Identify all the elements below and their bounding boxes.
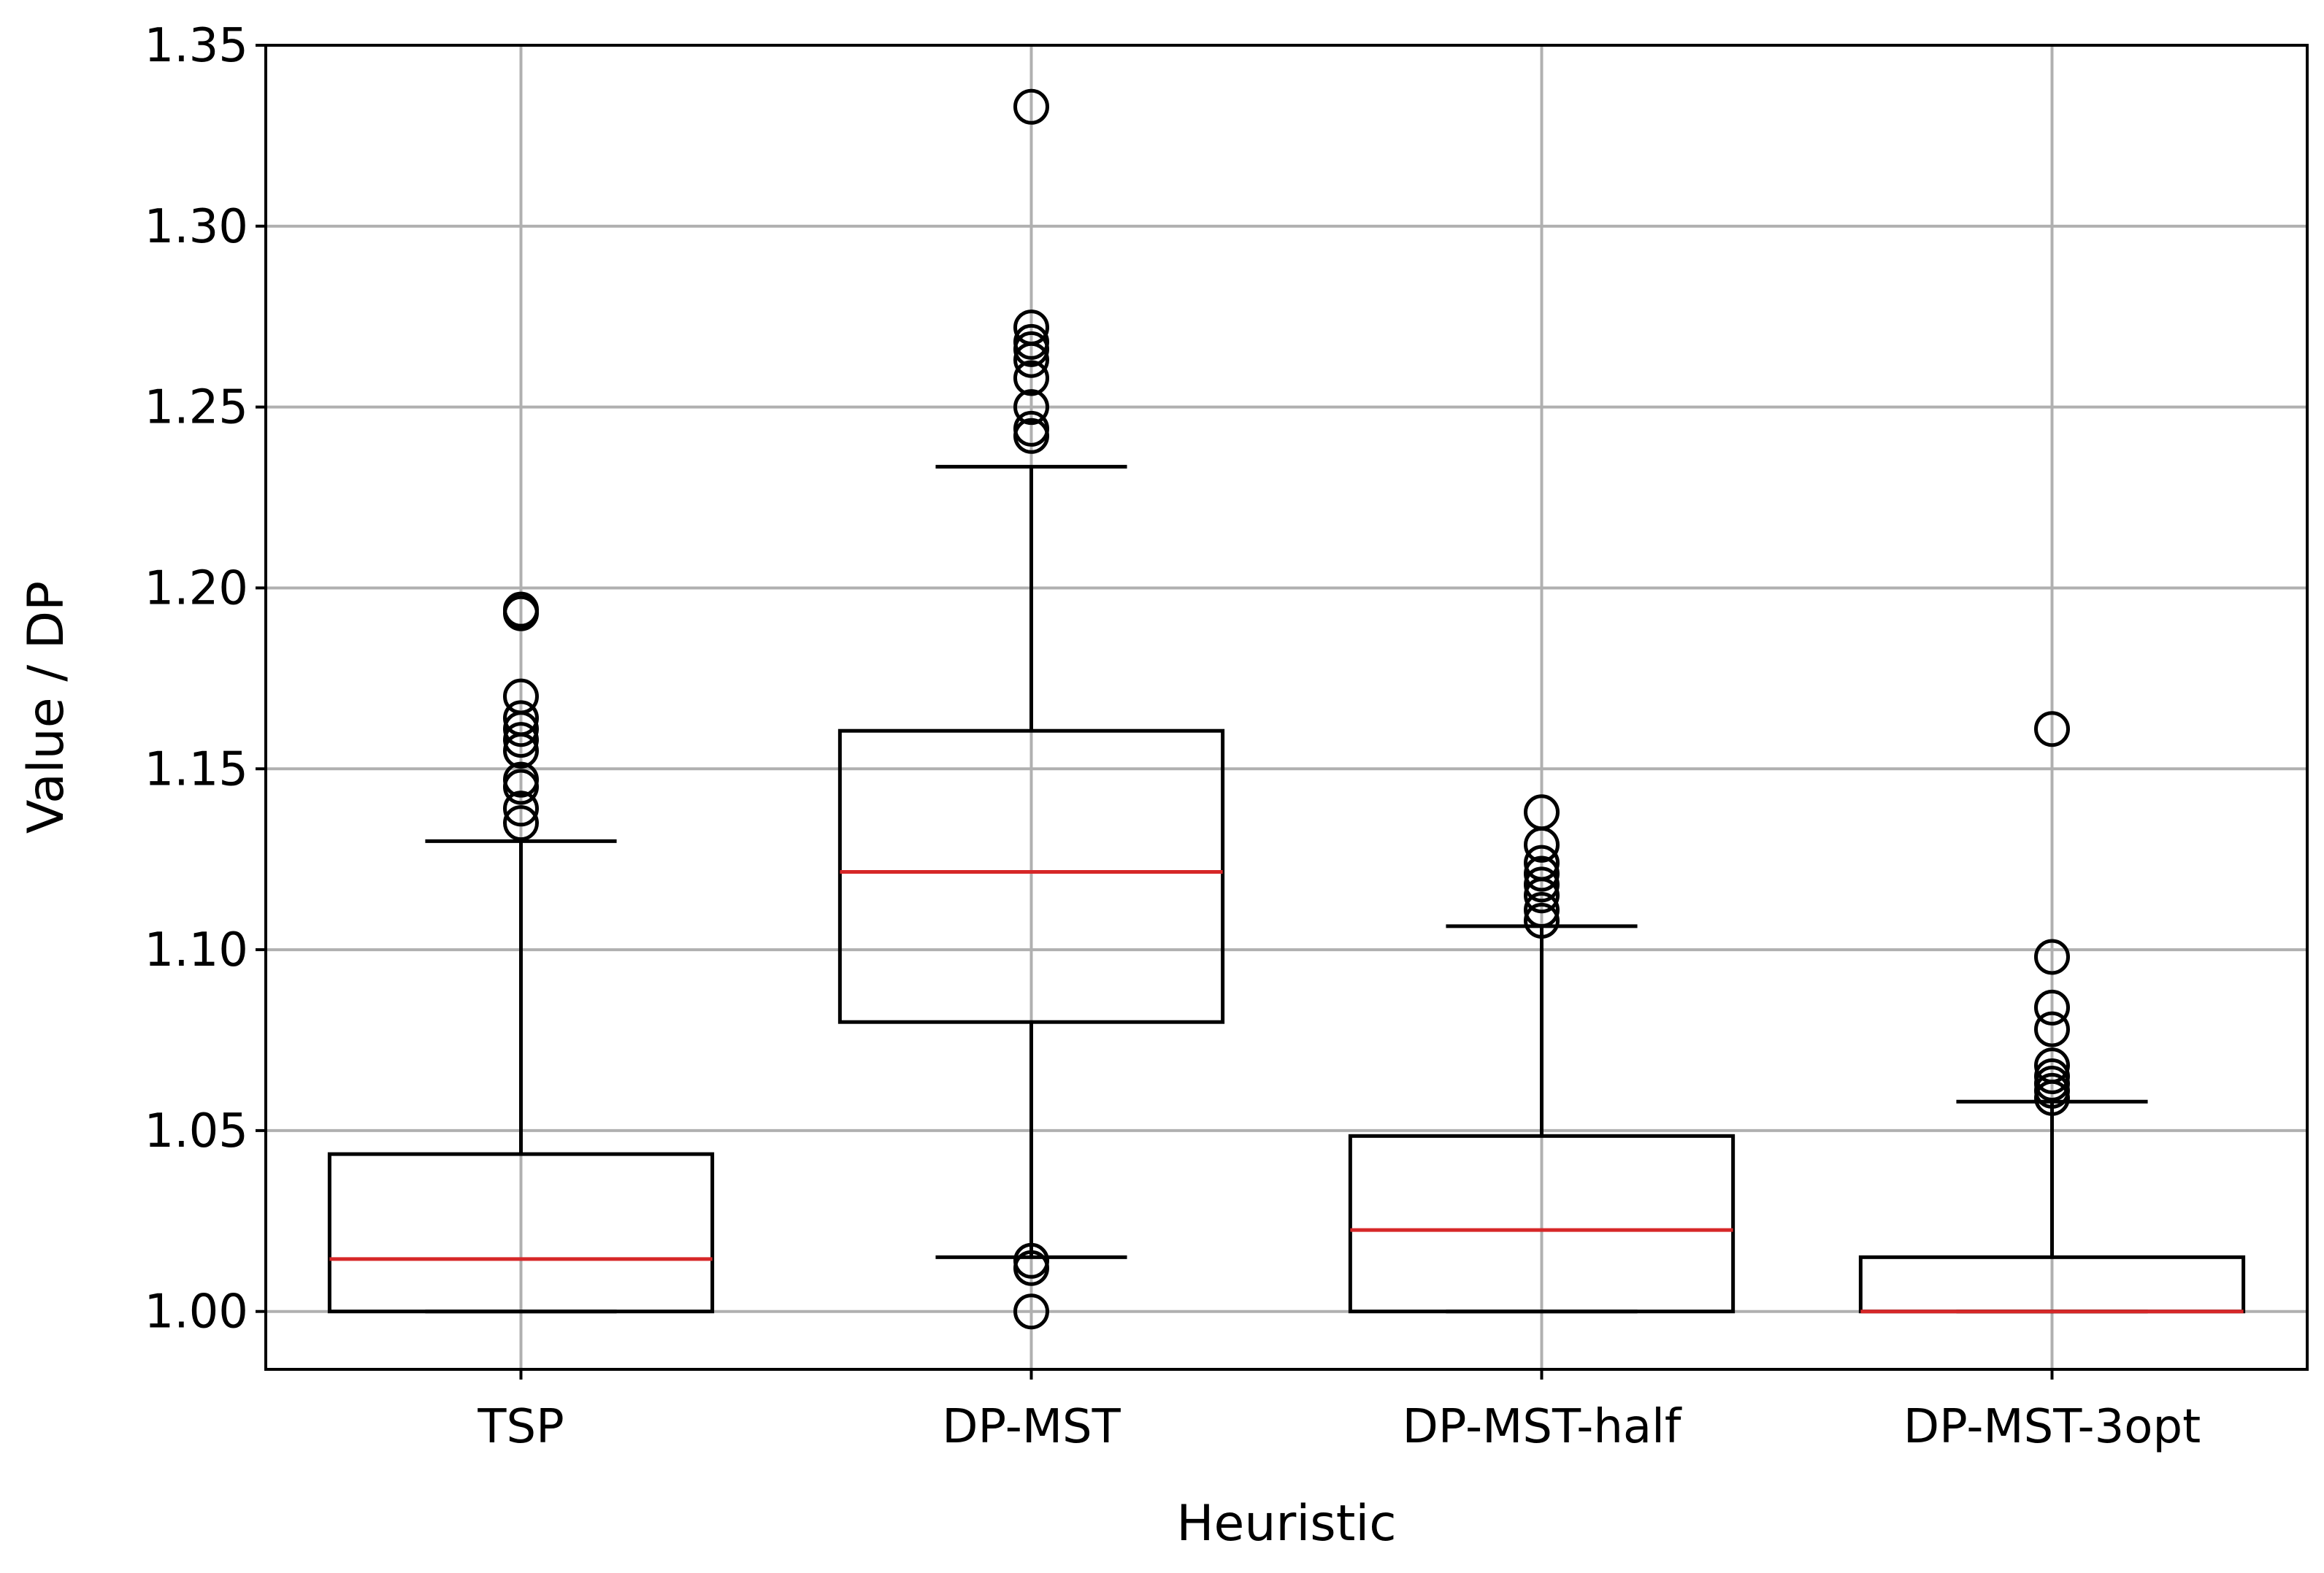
outlier-point — [503, 591, 539, 628]
grid-lines — [266, 44, 2307, 1369]
outlier-point — [2034, 939, 2070, 975]
outlier-point — [503, 761, 539, 798]
outlier-point — [1524, 902, 1560, 939]
x-tick-label: TSP — [477, 1400, 564, 1454]
y-tick-label: 1.00 — [145, 1285, 249, 1339]
x-tick-label: DP-MST-half — [1403, 1400, 1682, 1454]
outlier-point — [503, 805, 539, 842]
box-group — [837, 88, 1225, 1330]
outlier-point — [1013, 360, 1049, 396]
y-tick-label: 1.15 — [145, 742, 249, 796]
axes: 1.00 1.05 1.10 1.15 1.20 1.25 1.30 1.35 TSP DP-MS… — [145, 19, 2201, 1454]
x-tick-label: DP-MST — [942, 1400, 1121, 1454]
outlier-point — [1013, 88, 1049, 125]
outlier-point — [503, 700, 539, 736]
y-tick-label: 1.35 — [145, 19, 249, 73]
y-tick-label: 1.25 — [145, 381, 249, 435]
outlier-point — [1524, 794, 1560, 831]
x-axis-label: Heuristic — [1176, 1495, 1396, 1553]
outlier-point — [1013, 309, 1049, 346]
outlier-point — [1013, 1293, 1049, 1330]
outlier-point — [1524, 866, 1560, 903]
outlier-point — [1524, 892, 1560, 928]
box-iqr — [837, 728, 1225, 1024]
outlier-point — [1013, 323, 1049, 360]
box-group — [1858, 711, 2246, 1314]
y-tick-label: 1.30 — [145, 200, 249, 254]
box-group — [327, 591, 715, 1314]
outlier-point — [1524, 855, 1560, 892]
outlier-point — [2034, 989, 2070, 1026]
box-group — [1348, 794, 1736, 1314]
outlier-point — [2034, 1058, 2070, 1095]
y-tick-label: 1.10 — [145, 923, 249, 977]
y-tick-label: 1.05 — [145, 1104, 249, 1158]
box-plot-series — [327, 88, 2246, 1330]
box-iqr — [1348, 1134, 1736, 1314]
outlier-point — [2034, 1047, 2070, 1084]
outlier-point — [2034, 711, 2070, 747]
outlier-point — [503, 791, 539, 827]
box-iqr — [327, 1152, 715, 1314]
plot-frame — [264, 44, 2309, 1371]
outlier-point — [1013, 410, 1049, 447]
y-axis-label: Value / DP — [18, 581, 75, 834]
y-tick-label: 1.20 — [145, 561, 249, 615]
x-tick-label: DP-MST-3opt — [1903, 1400, 2201, 1454]
outlier-point — [503, 722, 539, 758]
outlier-point — [1013, 1242, 1049, 1279]
outlier-point — [2034, 1011, 2070, 1047]
outlier-point — [503, 678, 539, 715]
outlier-point — [1524, 845, 1560, 881]
outlier-point — [1013, 389, 1049, 426]
